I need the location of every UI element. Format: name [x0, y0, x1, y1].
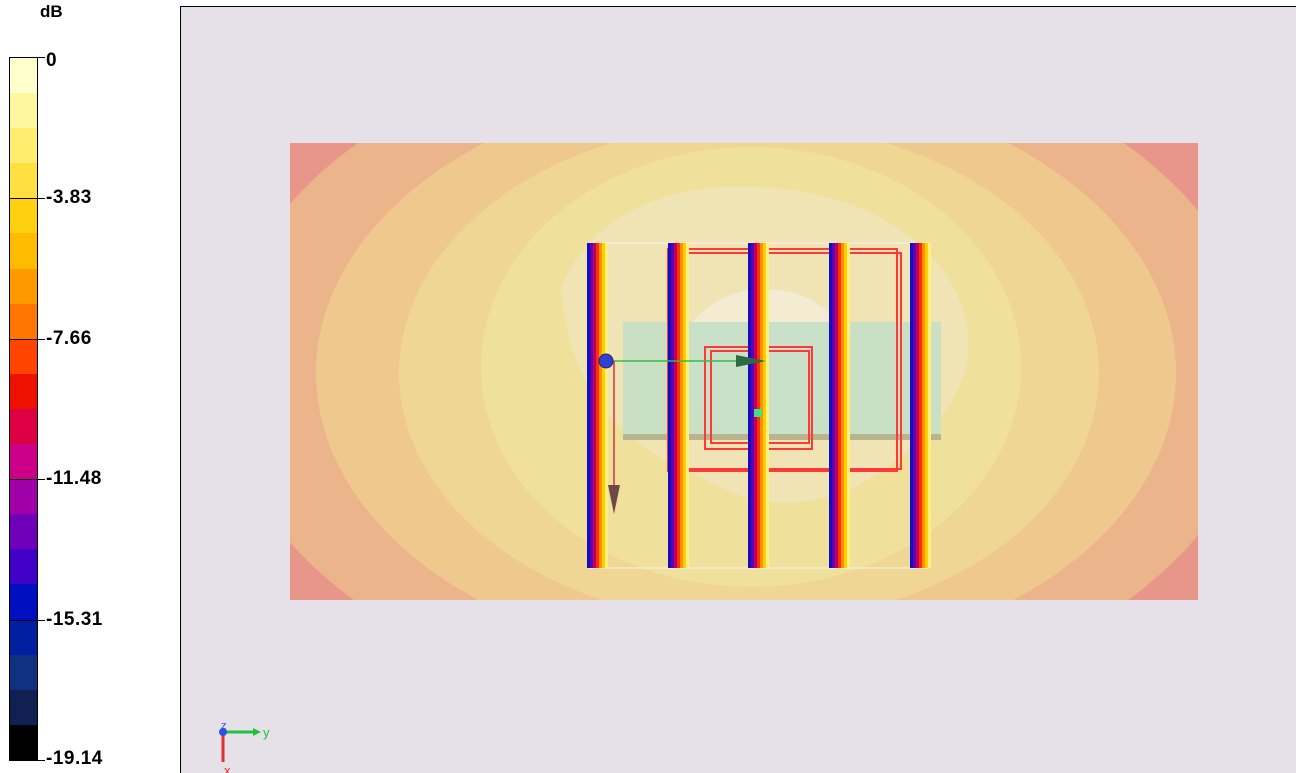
source-point[interactable] — [598, 353, 614, 369]
tick-mark — [9, 479, 45, 480]
axes-triad: y x z — [219, 720, 270, 773]
tick-mark — [9, 620, 45, 621]
post-2 — [668, 243, 689, 568]
x-direction-arrowhead — [608, 485, 620, 514]
colorbar-swatch — [10, 654, 37, 690]
3d-viewport[interactable]: y x z — [180, 6, 1296, 773]
post-5 — [910, 243, 931, 568]
colorbar-swatch — [10, 549, 37, 585]
colorbar-swatch — [10, 303, 37, 339]
colorbar-swatch — [10, 514, 37, 550]
z-axis-label: z — [221, 720, 227, 732]
tick-label-1: -3.83 — [46, 187, 92, 208]
tick-mark — [9, 198, 45, 199]
tick-mark — [9, 57, 45, 58]
post-1 — [587, 243, 608, 568]
colorbar-swatch — [10, 268, 37, 304]
colorbar — [9, 57, 38, 761]
colorbar-swatch — [10, 584, 37, 620]
colorbar-swatch — [10, 163, 37, 199]
colorbar-swatch — [10, 338, 37, 374]
colorbar-swatch — [10, 619, 37, 655]
colorbar-swatch — [10, 444, 37, 480]
post-3 — [748, 243, 769, 568]
tick-label-2: -7.66 — [46, 328, 92, 349]
colorbar-swatch — [10, 128, 37, 164]
colorbar-swatch — [10, 724, 37, 760]
colorbar-swatch — [10, 233, 37, 269]
x-axis-label: x — [224, 763, 231, 773]
field-plot-canvas: y x z — [219, 143, 1198, 773]
colorbar-swatch — [10, 58, 37, 94]
colorbar-swatch — [10, 408, 37, 445]
substrate-box-edge — [623, 434, 941, 440]
legend-unit-label: dB — [40, 2, 63, 21]
tick-mark — [9, 339, 45, 340]
feed-point-marker — [754, 409, 762, 417]
colorbar-swatch — [10, 479, 37, 515]
dipole-posts — [587, 243, 931, 568]
y-direction-arrowhead — [736, 355, 766, 367]
colorbar-swatch — [10, 93, 37, 129]
post-4 — [829, 243, 850, 568]
tick-label-5: -19.14 — [46, 748, 103, 769]
colorbar-swatch — [10, 373, 37, 409]
tick-mark — [9, 760, 45, 761]
colorbar-legend: dB 0 -3.83 -7.66 -11.48 -15.31 -19.14 — [0, 0, 180, 773]
colorbar-swatch — [10, 198, 37, 234]
colorbar-swatch — [10, 689, 37, 725]
y-axis-label: y — [263, 725, 270, 740]
tick-label-4: -15.31 — [46, 609, 103, 630]
tick-label-3: -11.48 — [46, 468, 102, 489]
tick-label-0: 0 — [46, 50, 58, 71]
